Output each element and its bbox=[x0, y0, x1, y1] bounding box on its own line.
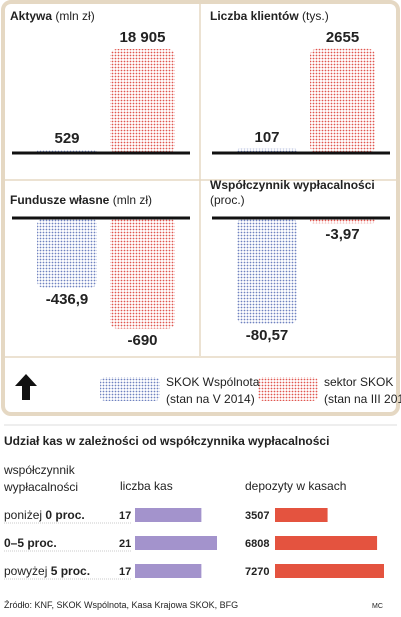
legend-name: SKOK Wspólnota bbox=[166, 375, 260, 389]
author: MC bbox=[372, 603, 383, 610]
row-label: powyżej 5 proc. bbox=[4, 564, 90, 579]
value-label: 18 905 bbox=[119, 29, 166, 47]
deposit-bar bbox=[275, 536, 378, 550]
bar bbox=[37, 218, 97, 289]
legend-swatch bbox=[100, 377, 160, 401]
count-label: 17 bbox=[119, 566, 132, 578]
row-label: poniżej 0 proc. bbox=[4, 508, 85, 523]
deposit-label: 6808 bbox=[245, 538, 270, 550]
value-label: 529 bbox=[54, 130, 80, 148]
panel-title: Liczba klientów (tys.) bbox=[210, 9, 390, 24]
title-text: Współczynnik wypłacalności bbox=[210, 178, 375, 192]
count-label: 17 bbox=[119, 510, 132, 522]
value-label: -436,9 bbox=[45, 291, 89, 309]
legend-note: (stan na III 2014) bbox=[324, 392, 401, 406]
legend-swatch bbox=[258, 377, 318, 401]
title-unit: (mln zł) bbox=[55, 9, 95, 23]
title-unit: (proc.) bbox=[210, 193, 245, 207]
deposit-bar bbox=[275, 508, 328, 522]
bar bbox=[310, 48, 375, 154]
value-label: -80,57 bbox=[245, 327, 289, 344]
title-unit: (tys.) bbox=[302, 9, 329, 23]
label-part: 0 proc. bbox=[45, 508, 85, 522]
legend-note: (stan na V 2014) bbox=[166, 392, 255, 406]
column-header: liczba kas bbox=[120, 479, 173, 493]
title-unit: (mln zł) bbox=[112, 193, 153, 207]
count-bar bbox=[135, 564, 202, 578]
source: Źródło: KNF, SKOK Wspólnota, Kasa Krajow… bbox=[4, 600, 239, 610]
legend-name: sektor SKOK bbox=[324, 375, 394, 389]
bar bbox=[110, 218, 175, 329]
table-title: Udział kas w zależności od współczynnika… bbox=[4, 434, 330, 448]
deposit-bar bbox=[275, 564, 384, 578]
label-part: powyżej bbox=[4, 564, 51, 578]
label-part: 5 proc. bbox=[50, 564, 91, 578]
bar bbox=[110, 49, 175, 153]
value-label: 2655 bbox=[325, 28, 360, 46]
bar bbox=[237, 218, 297, 325]
count-label: 21 bbox=[119, 538, 132, 550]
label-part: poniżej bbox=[4, 508, 46, 522]
panel-title: Fundusze własne (mln zł) bbox=[10, 193, 190, 208]
row-label: 0–5 proc. bbox=[4, 536, 57, 551]
count-bar bbox=[135, 508, 202, 522]
label-part: 0–5 proc. bbox=[4, 536, 57, 550]
value-label: -690 bbox=[127, 331, 158, 349]
value-label: -3,97 bbox=[325, 226, 360, 244]
column-header: współczynnik wypłacalności bbox=[4, 463, 79, 494]
arrow-icon bbox=[15, 374, 37, 400]
title-text: Liczba klientów bbox=[210, 9, 299, 23]
panel-title: Aktywa (mln zł) bbox=[10, 9, 190, 24]
column-header: depozyty w kasach bbox=[245, 479, 347, 493]
panel-title: Współczynnik wypłacalności (proc.) bbox=[210, 178, 390, 208]
value-label: 107 bbox=[254, 128, 280, 146]
deposit-label: 3507 bbox=[245, 510, 270, 522]
deposit-label: 7270 bbox=[245, 566, 270, 578]
title-text: Aktywa bbox=[10, 9, 53, 23]
title-text: Fundusze własne bbox=[10, 193, 110, 207]
frame bbox=[1, 0, 400, 416]
count-bar bbox=[135, 536, 217, 550]
